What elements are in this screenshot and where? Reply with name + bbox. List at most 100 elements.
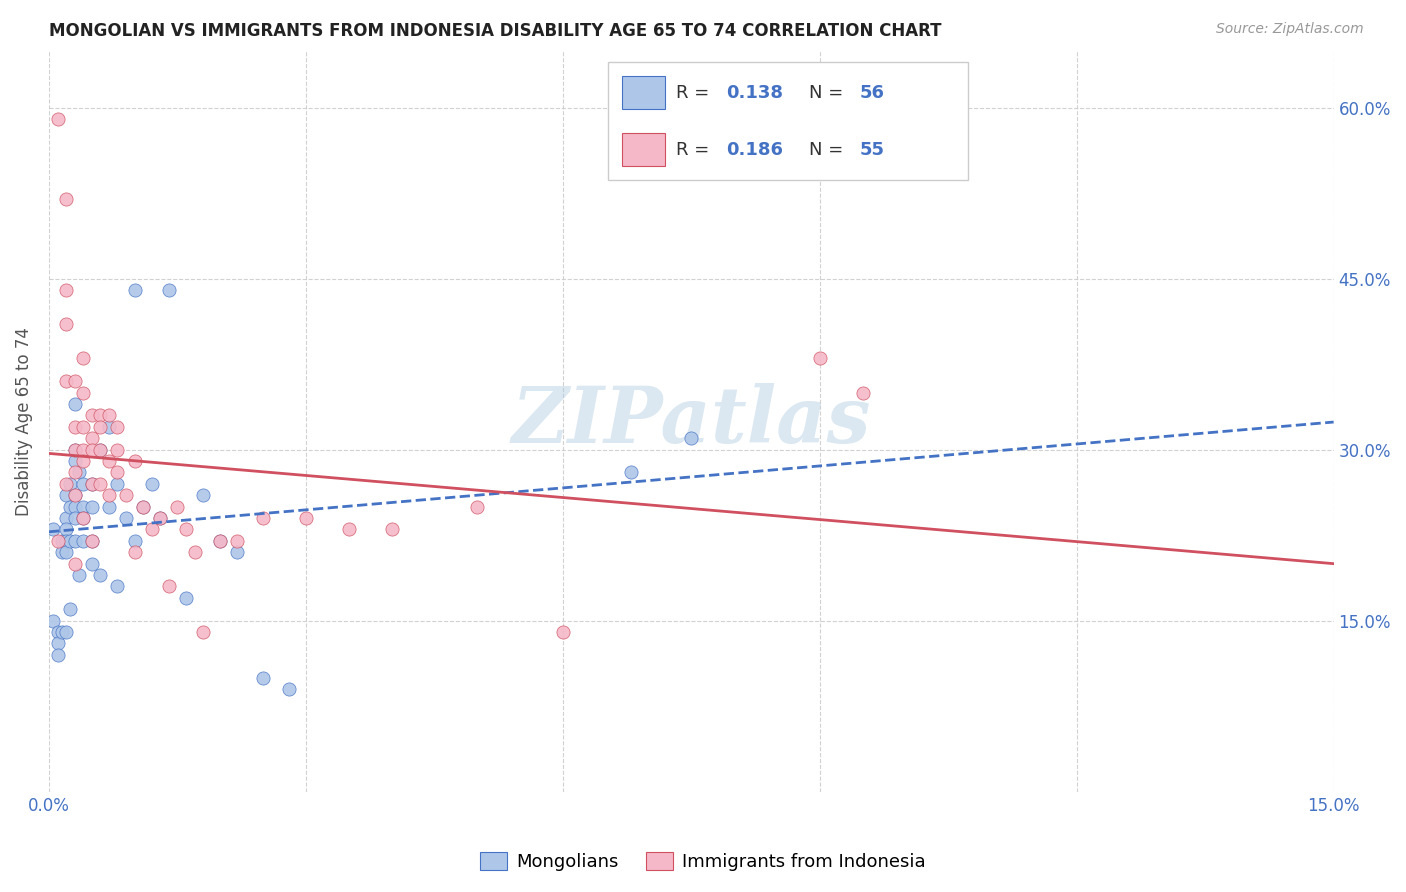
Point bbox=[107, 466, 129, 480]
Point bbox=[55, 374, 77, 388]
Point bbox=[337, 523, 360, 537]
Point bbox=[157, 283, 180, 297]
Point bbox=[72, 420, 94, 434]
Point bbox=[63, 442, 86, 457]
Point bbox=[551, 625, 574, 640]
Point bbox=[89, 409, 111, 423]
Point bbox=[80, 442, 103, 457]
Point bbox=[132, 500, 155, 514]
Point bbox=[63, 466, 86, 480]
Point bbox=[295, 511, 318, 525]
Point bbox=[465, 500, 488, 514]
Point bbox=[63, 442, 86, 457]
Point bbox=[55, 511, 77, 525]
Point bbox=[97, 420, 120, 434]
Point bbox=[51, 625, 73, 640]
Point bbox=[46, 625, 69, 640]
Point bbox=[46, 636, 69, 650]
Point bbox=[46, 533, 69, 548]
Point bbox=[124, 533, 146, 548]
Point bbox=[72, 385, 94, 400]
Point bbox=[115, 488, 138, 502]
Point bbox=[55, 523, 77, 537]
Point bbox=[124, 283, 146, 297]
Point bbox=[72, 511, 94, 525]
Point bbox=[55, 318, 77, 332]
Point bbox=[149, 511, 172, 525]
Text: Source: ZipAtlas.com: Source: ZipAtlas.com bbox=[1216, 22, 1364, 37]
Point bbox=[97, 488, 120, 502]
Point bbox=[63, 557, 86, 571]
Point bbox=[59, 533, 82, 548]
Point bbox=[124, 454, 146, 468]
Point bbox=[63, 533, 86, 548]
Point bbox=[63, 500, 86, 514]
Point bbox=[97, 500, 120, 514]
Point bbox=[80, 431, 103, 445]
Point bbox=[63, 454, 86, 468]
Point bbox=[59, 602, 82, 616]
Point bbox=[97, 409, 120, 423]
Point bbox=[72, 351, 94, 366]
Point bbox=[55, 545, 77, 559]
Point bbox=[80, 533, 103, 548]
Point bbox=[89, 442, 111, 457]
Point bbox=[226, 545, 249, 559]
Point bbox=[72, 511, 94, 525]
Point bbox=[51, 533, 73, 548]
Point bbox=[46, 112, 69, 126]
Point bbox=[59, 500, 82, 514]
Point bbox=[380, 523, 402, 537]
Point bbox=[80, 409, 103, 423]
Point bbox=[80, 533, 103, 548]
Point bbox=[89, 568, 111, 582]
Point bbox=[107, 420, 129, 434]
Point bbox=[89, 420, 111, 434]
Y-axis label: Disability Age 65 to 74: Disability Age 65 to 74 bbox=[15, 326, 32, 516]
Point bbox=[107, 476, 129, 491]
Point bbox=[209, 533, 232, 548]
Point bbox=[63, 397, 86, 411]
Point bbox=[141, 523, 163, 537]
Point bbox=[55, 192, 77, 206]
Point bbox=[174, 591, 197, 605]
Point bbox=[174, 523, 197, 537]
Point bbox=[681, 431, 703, 445]
Point bbox=[209, 533, 232, 548]
Point bbox=[141, 476, 163, 491]
Point bbox=[55, 488, 77, 502]
Point bbox=[42, 614, 65, 628]
Point bbox=[63, 488, 86, 502]
Point bbox=[107, 580, 129, 594]
Legend: Mongolians, Immigrants from Indonesia: Mongolians, Immigrants from Indonesia bbox=[474, 845, 932, 879]
Point bbox=[80, 476, 103, 491]
Point bbox=[191, 488, 214, 502]
Point bbox=[157, 580, 180, 594]
Point bbox=[80, 476, 103, 491]
Point bbox=[80, 557, 103, 571]
Point bbox=[852, 385, 875, 400]
Point bbox=[51, 545, 73, 559]
Point bbox=[67, 466, 90, 480]
Point bbox=[59, 476, 82, 491]
Point bbox=[252, 511, 274, 525]
Point bbox=[620, 466, 643, 480]
Point bbox=[72, 500, 94, 514]
Point bbox=[72, 442, 94, 457]
Point bbox=[226, 533, 249, 548]
Point bbox=[80, 500, 103, 514]
Point bbox=[149, 511, 172, 525]
Point bbox=[46, 648, 69, 662]
Point bbox=[55, 283, 77, 297]
Point bbox=[42, 523, 65, 537]
Point bbox=[72, 476, 94, 491]
Point bbox=[63, 488, 86, 502]
Point bbox=[97, 454, 120, 468]
Point bbox=[132, 500, 155, 514]
Point bbox=[67, 568, 90, 582]
Point bbox=[107, 442, 129, 457]
Point bbox=[89, 442, 111, 457]
Point bbox=[191, 625, 214, 640]
Point bbox=[115, 511, 138, 525]
Point bbox=[63, 420, 86, 434]
